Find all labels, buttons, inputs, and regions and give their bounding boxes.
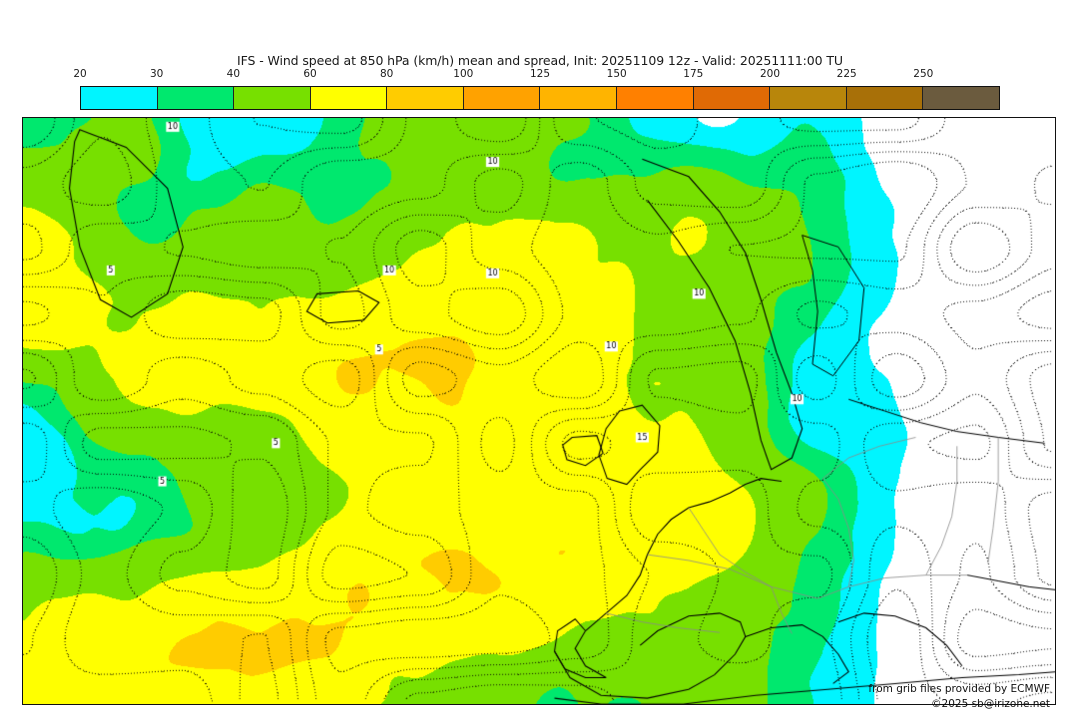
colorbar-segment — [923, 87, 999, 109]
colorbar: 20 30 40 60 80 100 125 150 175 200 225 250 — [73, 68, 1000, 112]
colorbar-tick: 125 — [529, 68, 551, 80]
page-title: IFS - Wind speed at 850 hPa (km/h) mean … — [237, 53, 843, 68]
colorbar-segment — [693, 87, 771, 109]
colorbar-tick: 250 — [913, 68, 934, 80]
colorbar-segment — [234, 87, 311, 109]
colorbar-segment — [157, 87, 235, 109]
colorbar-tick: 40 — [226, 68, 241, 80]
colorbar-tick: 30 — [149, 68, 164, 80]
colorbar-segment — [770, 87, 847, 109]
colorbar-segment — [617, 87, 694, 109]
colorbar-segment — [540, 87, 618, 109]
colorbar-tick: 80 — [379, 68, 394, 80]
colorbar-tick: 175 — [683, 68, 704, 80]
colorbar-segment — [387, 87, 464, 109]
colorbar-tick: 200 — [759, 68, 781, 80]
colorbar-tick-labels: 20 30 40 60 80 100 125 150 175 200 225 250 — [73, 68, 1000, 86]
colorbar-tick: 20 — [73, 68, 87, 80]
colorbar-tick: 150 — [606, 68, 627, 80]
colorbar-tick: 60 — [303, 68, 317, 80]
colorbar-segment — [846, 87, 924, 109]
colorbar-segment — [463, 87, 541, 109]
colorbar-tick: 225 — [836, 68, 857, 80]
colorbar-gradient — [80, 86, 1000, 110]
colorbar-segment — [310, 87, 388, 109]
weather-map[interactable] — [22, 117, 1056, 705]
wind-speed-field — [23, 118, 1055, 704]
colorbar-segment — [81, 87, 158, 109]
colorbar-tick: 100 — [453, 68, 474, 80]
